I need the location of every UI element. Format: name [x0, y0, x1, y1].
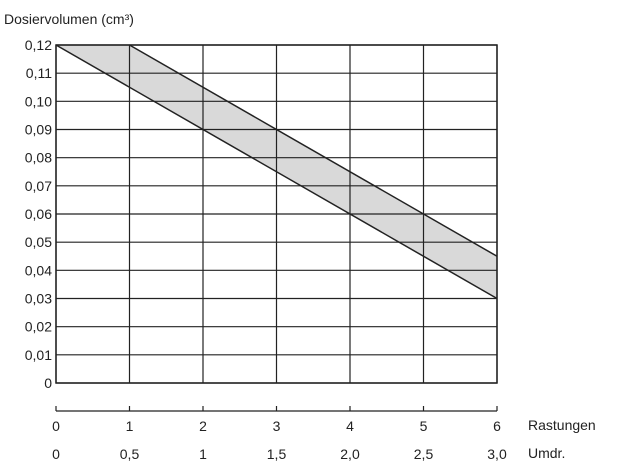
y-tick-label: 0,01: [25, 347, 52, 363]
y-tick-label: 0,12: [25, 37, 52, 53]
x2-tick-label: 1: [199, 446, 207, 462]
x-tick-label: 6: [493, 418, 501, 434]
y-tick-label: 0,08: [25, 150, 52, 166]
x-tick-label: 1: [126, 418, 134, 434]
y-axis-title: Dosiervolumen (cm³): [4, 11, 134, 27]
x2-tick-label: 2,5: [414, 446, 434, 462]
x2-tick-label: 0,5: [120, 446, 140, 462]
series-layer: [55, 44, 498, 300]
upper-boundary-line: [129, 44, 498, 257]
y-tick-label: 0,03: [25, 291, 52, 307]
y-tick-label: 0: [44, 375, 52, 391]
x-tick-label: 3: [273, 418, 281, 434]
y-tick-label: 0,06: [25, 206, 52, 222]
y-tick-label: 0,05: [25, 234, 52, 250]
x2-tick-label: 2,0: [340, 446, 360, 462]
y-tick-label: 0,04: [25, 262, 52, 278]
x2-axis-title: Umdr.: [528, 445, 565, 461]
x-tick-label: 0: [52, 418, 60, 434]
x-tick-label: 5: [420, 418, 428, 434]
x2-tick-label: 1,5: [267, 446, 287, 462]
x-tick-label: 4: [346, 418, 354, 434]
plot-frame: [55, 44, 498, 384]
y-tick-label: 0,09: [25, 122, 52, 138]
x-axis: 0 0 1 0,5 2 1 3 1,5 4 2,0 5 2,5 6 3,0: [52, 406, 507, 462]
y-tick-label: 0,02: [25, 319, 52, 335]
x-axis-title: Rastungen: [528, 417, 596, 433]
lower-boundary-line: [55, 44, 498, 300]
y-tick-label: 0,10: [25, 93, 52, 109]
x2-tick-label: 3,0: [487, 446, 507, 462]
y-tick-label: 0,07: [25, 178, 52, 194]
x2-tick-label: 0: [52, 446, 60, 462]
grid-layer: [55, 44, 498, 384]
y-tick-label: 0,11: [26, 65, 52, 81]
y-tick-labels: 0 0,01 0,02 0,03 0,04 0,05 0,06 0,07 0,08 0,09 0,1…: [25, 37, 52, 391]
x-tick-label: 2: [199, 418, 207, 434]
